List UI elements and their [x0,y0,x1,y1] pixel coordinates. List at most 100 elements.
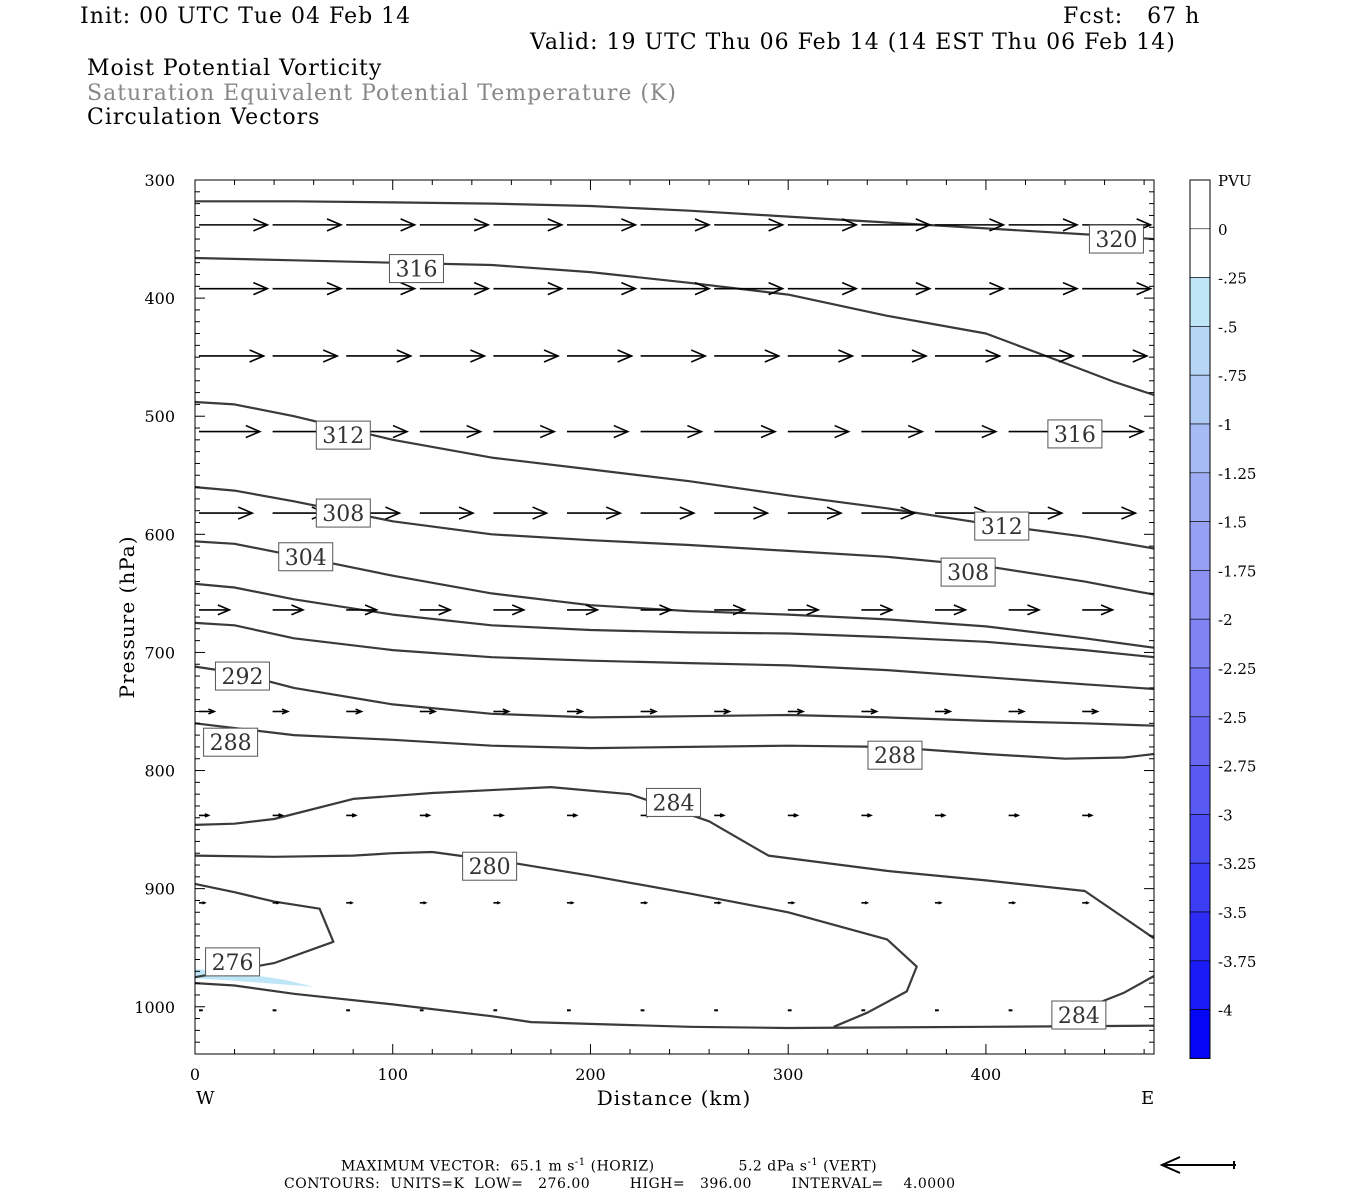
circulation-vector-head [396,349,413,363]
colorbar-tick-label: -.75 [1218,367,1247,385]
circulation-vector-head [621,218,638,232]
circulation-vector-head [768,218,785,232]
contour-label-box [1088,224,1144,254]
colorbar-swatch [1189,960,1211,1010]
circulation-vector-head [400,281,417,296]
circulation-vector-head [466,424,483,439]
circulation-vector-head [605,506,623,520]
contour-label: 304 [285,546,327,571]
circulation-vector-head [400,218,417,232]
colorbar-tick-label: -2 [1218,611,1233,629]
circulation-vector-head [473,281,491,296]
contour-label-box [205,947,261,977]
colorbar-tick-label: -1 [1218,416,1233,434]
circulation-vector-head [989,218,1006,232]
circulation-vector-head [326,281,344,296]
circulation-vector-head [473,218,491,232]
colorbar-tick-label: -1.25 [1218,465,1256,483]
y-tick-label: 1000 [134,998,175,1017]
circulation-vector-head [326,218,344,232]
contour-label: 308 [322,502,364,527]
circulation-vector-head [547,281,564,296]
theta-es-contour [194,621,1155,691]
circulation-vector-head [458,506,476,520]
contour-label-box [646,787,702,817]
circulation-vector-head [879,604,894,616]
colorbar-tick-label: -3.5 [1218,904,1247,922]
circulation-vector-head [981,424,998,439]
contour-label-box [462,851,518,881]
circulation-vector-head [202,901,207,905]
circulation-vector-head [985,349,1002,363]
circulation-vector-head [1011,901,1017,905]
circulation-vector-head [911,349,929,363]
theta-es-contour [194,665,1155,727]
y-tick-label: 700 [144,643,175,662]
contour-label: 280 [469,855,511,880]
colorbar-swatch [1189,277,1211,327]
circulation-vector-head [249,349,266,363]
circulation-vector-head [938,901,943,905]
circulation-vector-head [498,813,505,818]
colorbar-swatch [1189,179,1211,230]
circulation-vector-head [679,506,696,520]
circulation-vector-head [953,604,968,616]
circulation-vector-head [643,901,649,905]
contour-info: CONTOURS: UNITS=K LOW= 276.00 HIGH= 396.… [284,1176,956,1192]
colorbar-tick-label: -.25 [1218,270,1247,288]
circulation-vector-head [838,349,855,363]
contour-label-layer: 320 316 316 312 312 308 308 304 292 288 288 284 284 2… [203,224,1144,1030]
circulation-vector-head [940,813,947,818]
contour-label: 316 [395,258,437,283]
colorbar-swatch [1189,326,1211,376]
colorbar-tick-label: -.5 [1218,318,1237,336]
colorbar-swatch [1189,667,1211,718]
circulation-vector-head [1058,349,1076,363]
circulation-vector-head [621,281,638,296]
colorbar-tick-label: -1.75 [1218,562,1256,580]
circulation-vector-head [826,506,844,520]
contour-layer [194,200,1155,1030]
y-tick-label: 400 [144,289,175,308]
circulation-vector-head [253,281,270,296]
colorbar-swatch [1189,716,1211,766]
circulation-vector-head [687,424,704,439]
x-tick-label: 300 [773,1065,804,1084]
circulation-vector-head [355,708,364,715]
circulation-vector-head [717,901,722,905]
circulation-vector-head [659,604,674,616]
x-axis-label: Distance (km) [597,1086,752,1110]
y-tick-label: 500 [144,407,175,426]
contour-label-box [974,511,1030,541]
x-tick-label: 0 [190,1065,200,1084]
field-title-vectors: Circulation Vectors [87,105,321,130]
circulation-vector-head [532,506,549,520]
circulation-vector-head [1087,813,1094,818]
field-title-mpv: Moist Potential Vorticity [87,56,383,81]
circulation-vector-head [694,281,712,296]
circulation-vector-head [989,281,1006,296]
circulation-vector-head [576,708,585,715]
colorbar-tick-label: -1.5 [1218,514,1247,532]
colorbar-tick-label: -4 [1218,1002,1233,1020]
circulation-vector-head [1027,604,1042,616]
colorbar-tick-label: 0 [1218,221,1228,239]
contour-label-box [388,254,444,284]
colorbar-tick-label: -2.75 [1218,758,1256,776]
contour-label-box [867,740,923,770]
circulation-vector-head [753,506,770,520]
contour-label: 292 [221,665,263,690]
theta-es-contour [195,200,1155,241]
vector-layer [199,218,1153,1012]
colorbar-swatch [1189,1009,1211,1059]
circulation-vector-head [1091,708,1100,715]
colorbar-swatch [1189,911,1211,962]
circulation-vector-head [1014,813,1021,818]
colorbar-swatch [1189,423,1211,474]
circulation-vector-head [511,604,526,616]
circulation-vector-head [841,218,859,232]
circulation-vector-head [570,901,575,905]
contour-label-box [315,420,371,450]
circulation-vector-head [428,708,438,715]
x-tick-label: 400 [971,1065,1002,1084]
